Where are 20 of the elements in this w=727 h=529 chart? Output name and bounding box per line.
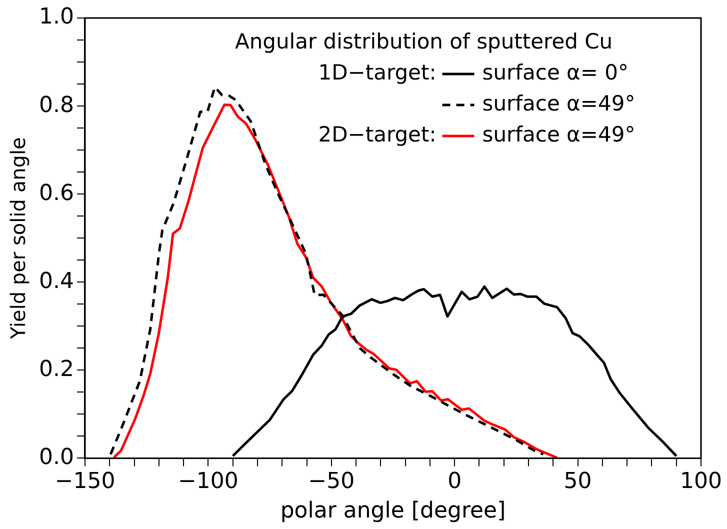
y-tick-label: 0.0 [38, 444, 74, 470]
y-tick-label: 1.0 [38, 4, 74, 30]
annotation: 2D−target: [318, 122, 436, 146]
x-tick-label: 50 [564, 469, 592, 494]
x-tick-label: 0 [448, 469, 462, 494]
x-axis-title: polar angle [degree] [280, 498, 506, 524]
annotation: 1D−target: [318, 60, 436, 84]
legend-label: surface α= 0° [482, 60, 629, 84]
y-tick-label: 0.6 [38, 180, 74, 206]
y-tick-label: 0.8 [38, 92, 74, 118]
x-tick-label: −100 [178, 469, 238, 494]
y-tick-label: 0.2 [38, 356, 74, 382]
x-tick-label: −150 [54, 469, 116, 494]
legend-label: surface α=49° [482, 122, 636, 146]
x-tick-label: 100 [680, 469, 722, 494]
text: Angular distribution of sputtered Cu [234, 29, 613, 54]
y-tick-label: 0.4 [38, 268, 74, 294]
y-axis-title: Yield per solid angle [6, 137, 30, 340]
legend-label: surface α=49° [482, 91, 636, 116]
x-tick-label: −50 [308, 469, 355, 494]
